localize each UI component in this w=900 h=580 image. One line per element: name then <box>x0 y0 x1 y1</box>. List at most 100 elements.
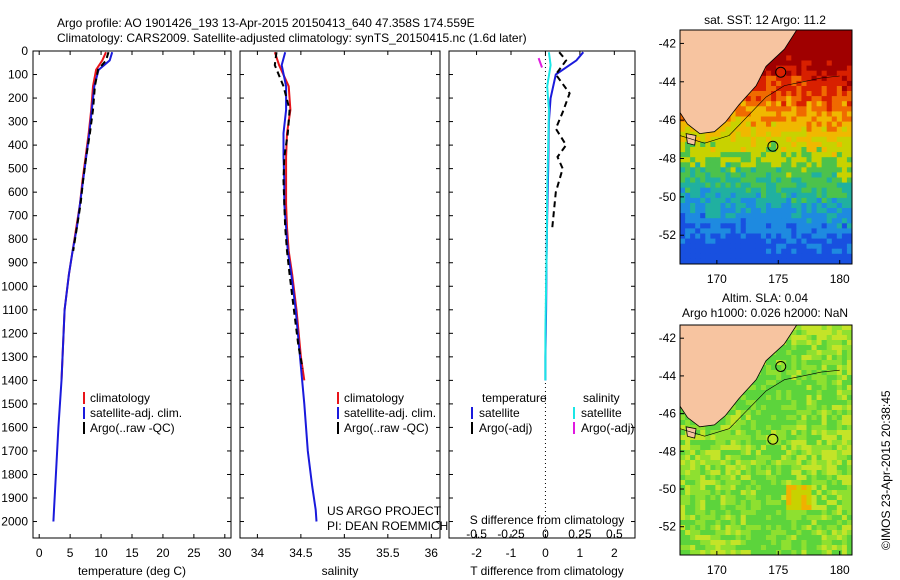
map-cell <box>841 495 848 501</box>
x-tick-label: 35 <box>338 546 352 560</box>
map-cell <box>806 121 813 128</box>
map-cell <box>846 147 852 153</box>
map-cell <box>740 530 747 536</box>
map-cell <box>735 228 742 235</box>
map-cell <box>786 395 792 401</box>
map-cell <box>836 238 843 245</box>
map-cell <box>715 162 722 168</box>
map-cell <box>826 470 833 476</box>
map-cell <box>745 505 752 511</box>
map-cell <box>695 550 701 555</box>
map-cell <box>745 530 752 536</box>
difference-x-axis: -2 -1 0 1 2-0.5 -0.25 0 0.25 0.5 <box>466 51 623 560</box>
depth-tick-label: 100 <box>8 68 28 82</box>
map-cell <box>695 470 701 476</box>
map-cell <box>750 228 757 235</box>
map-cell <box>695 162 701 168</box>
map-cell <box>730 111 737 118</box>
map-cell <box>745 425 752 431</box>
map-cell <box>735 435 742 441</box>
map-cell <box>776 415 782 421</box>
map-cell <box>755 385 762 391</box>
map-cell <box>766 475 772 481</box>
map-cell <box>821 30 828 36</box>
map-cell <box>705 490 711 496</box>
map-cell <box>690 213 696 219</box>
map-cell <box>841 490 848 496</box>
map-cell <box>841 410 848 416</box>
map-cell <box>786 500 792 506</box>
map-cell <box>750 111 757 118</box>
map-cell <box>730 136 737 143</box>
map-cell <box>811 355 818 361</box>
map-cell <box>821 335 828 341</box>
map-cell <box>695 233 701 240</box>
map-cell <box>715 425 722 431</box>
map-cell <box>766 495 772 501</box>
legend-heading-salinity: salinity <box>583 391 620 405</box>
map-cell <box>846 162 852 168</box>
map-cell <box>791 520 797 526</box>
map-cell <box>791 213 797 219</box>
map-cell <box>841 380 848 386</box>
map-cell <box>791 157 797 163</box>
map-cell <box>725 203 732 209</box>
map-cell <box>766 253 772 260</box>
map-cell <box>831 540 838 546</box>
map-cell <box>750 243 757 250</box>
map-cell <box>826 70 833 77</box>
map-cell <box>776 55 782 62</box>
map-cell <box>801 111 808 118</box>
map-cell <box>750 233 757 240</box>
map-cell <box>725 545 732 551</box>
map-cell <box>740 213 747 219</box>
map-cell <box>690 510 696 516</box>
map-cell <box>695 455 701 461</box>
map-cell <box>811 136 818 143</box>
map-cell <box>821 525 828 531</box>
map-cell <box>811 430 818 436</box>
map-cell <box>826 475 833 481</box>
map-cell <box>816 480 823 486</box>
map-cell <box>725 223 732 229</box>
map-cell <box>730 116 737 123</box>
map-cell <box>720 228 727 235</box>
map-cell <box>811 375 818 381</box>
map-cell <box>796 425 803 431</box>
map-cell <box>811 420 818 426</box>
map-cell <box>695 177 701 184</box>
map-cell <box>791 75 797 82</box>
map-cell <box>841 152 848 158</box>
map-cell <box>801 455 808 461</box>
map-cell <box>821 360 828 366</box>
map-cell <box>826 223 833 229</box>
map-cell <box>755 203 762 209</box>
map-cell <box>760 515 767 521</box>
map-cell <box>826 330 833 336</box>
map-cell <box>841 340 848 346</box>
map-cell <box>771 445 777 451</box>
map-cell <box>760 470 767 476</box>
map-cell <box>816 445 823 451</box>
map-cell <box>740 131 747 138</box>
map-cell <box>690 157 696 163</box>
map-cell <box>801 505 808 511</box>
x-tick-label: -1 <box>506 546 517 560</box>
map-cell <box>826 203 833 209</box>
map-cell <box>771 116 777 123</box>
map-cell <box>740 182 747 189</box>
map-cell <box>760 385 767 391</box>
map-cell <box>776 182 782 189</box>
map-cell <box>740 485 747 491</box>
map-cell <box>831 455 838 461</box>
map-cell <box>760 248 767 255</box>
map-cell <box>685 450 691 456</box>
map-cell <box>740 177 747 184</box>
map-cell <box>715 218 722 224</box>
map-cell <box>705 530 711 536</box>
map-cell <box>750 515 757 521</box>
map-cell <box>750 187 757 194</box>
map-cell <box>811 370 818 376</box>
map-cell <box>745 208 752 214</box>
map-cell <box>826 490 833 496</box>
